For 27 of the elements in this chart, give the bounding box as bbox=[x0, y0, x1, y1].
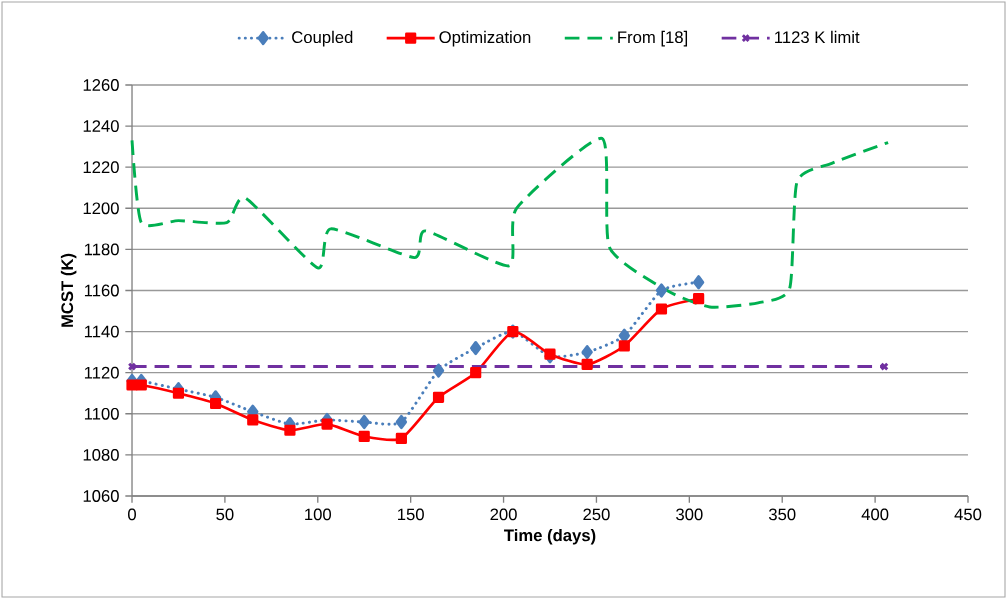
x-tick-label: 200 bbox=[490, 508, 517, 521]
y-tick-label: 1180 bbox=[84, 243, 119, 256]
x-tick-label: 50 bbox=[216, 508, 234, 521]
legend-label: Optimization bbox=[439, 30, 531, 47]
x-tick-label: 300 bbox=[676, 508, 703, 521]
x-tick-label: 0 bbox=[128, 508, 136, 521]
y-tick-label: 1200 bbox=[83, 202, 119, 215]
x-axis-title: Time (days) bbox=[504, 528, 596, 545]
x-tick-label: 250 bbox=[583, 508, 610, 521]
y-axis-title: MCST (K) bbox=[60, 253, 77, 327]
y-tick-label: 1100 bbox=[84, 407, 119, 420]
y-tick-label: 1260 bbox=[83, 79, 119, 91]
x-tick-label: 100 bbox=[305, 508, 332, 521]
legend-label: Coupled bbox=[292, 30, 353, 47]
y-tick-label: 1060 bbox=[83, 490, 119, 502]
legend-label: From [18] bbox=[618, 30, 688, 47]
x-tick-label: 400 bbox=[861, 508, 889, 521]
x-tick-label: 450 bbox=[954, 508, 982, 521]
y-tick-label: 1120 bbox=[84, 366, 119, 379]
y-tick-label: 1220 bbox=[83, 161, 119, 174]
legend-label: 1123 K limit bbox=[775, 30, 860, 44]
y-tick-label: 1240 bbox=[83, 120, 119, 132]
y-tick-label: 1140 bbox=[84, 325, 119, 338]
y-tick-label: 1080 bbox=[83, 449, 119, 461]
x-tick-label: 350 bbox=[768, 508, 796, 521]
y-tick-label: 1160 bbox=[84, 284, 119, 297]
x-tick-label: 150 bbox=[398, 508, 424, 521]
